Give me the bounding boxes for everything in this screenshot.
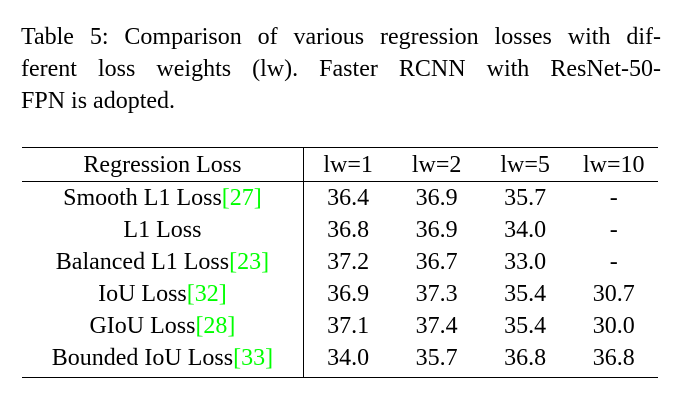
value-cell: 36.9 (415, 217, 458, 243)
value-cell: 37.2 (327, 249, 370, 275)
header-regression-loss: Regression Loss (22, 147, 304, 182)
loss-name-cell: GIoU Loss[28] (22, 310, 304, 342)
table-header-row: Regression Loss lw=1 lw=2 lw=5 lw=10 (22, 147, 658, 182)
loss-name: GIoU Loss (89, 313, 196, 339)
value-cell: 37.4 (415, 313, 458, 339)
value-cell: 36.8 (569, 342, 658, 378)
loss-name-cell: Bounded IoU Loss[33] (22, 342, 304, 378)
citation-link[interactable]: [33] (233, 345, 274, 371)
value-cell: 36.7 (415, 249, 458, 275)
loss-name-cell: Smooth L1 Loss[27] (22, 181, 304, 214)
header-lw2: lw=2 (392, 147, 481, 182)
table-row: Bounded IoU Loss[33] 34.0 35.7 36.8 36.8 (22, 342, 658, 378)
results-table: Regression Loss lw=1 lw=2 lw=5 lw=10 Smo… (22, 147, 658, 378)
caption-line-2: ferent loss weights (lw). Faster RCNN wi… (21, 56, 661, 82)
loss-name: Balanced L1 Loss (55, 249, 230, 275)
value-cell: 35.4 (504, 281, 547, 307)
loss-name-cell: L1 Loss (22, 214, 304, 246)
header-lw1: lw=1 (303, 147, 393, 182)
value-cell: 36.9 (415, 185, 458, 211)
value-cell: 34.0 (303, 342, 393, 378)
value-cell: - (609, 249, 618, 275)
value-cell: - (609, 185, 618, 211)
table-row: IoU Loss[32] 36.9 37.3 35.4 30.7 (22, 278, 658, 310)
citation-link[interactable]: [27] (221, 185, 262, 211)
loss-name-cell: IoU Loss[32] (22, 278, 304, 310)
header-lw10: lw=10 (569, 147, 658, 182)
table-row: L1 Loss 36.8 36.9 34.0 - (22, 214, 658, 246)
citation-link[interactable]: [28] (195, 313, 236, 339)
value-cell: 36.8 (327, 217, 370, 243)
value-cell: 37.1 (327, 313, 370, 339)
value-cell: 35.7 (392, 342, 481, 378)
table-row: GIoU Loss[28] 37.1 37.4 35.4 30.0 (22, 310, 658, 342)
value-cell: - (609, 217, 618, 243)
citation-link[interactable]: [23] (229, 249, 270, 275)
caption-line-1: Table 5: Comparison of various regressio… (21, 24, 661, 50)
table-caption: Table 5: Comparison of various regressio… (21, 21, 661, 117)
value-cell: 30.7 (592, 281, 635, 307)
caption-line-3: FPN is adopted. (21, 88, 176, 114)
loss-name: L1 Loss (123, 217, 202, 243)
value-cell: 35.7 (504, 185, 547, 211)
loss-name: Bounded IoU Loss (51, 345, 234, 371)
value-cell: 36.8 (480, 342, 570, 378)
header-lw5: lw=5 (480, 147, 570, 182)
value-cell: 36.4 (327, 185, 370, 211)
value-cell: 35.4 (504, 313, 547, 339)
value-cell: 33.0 (504, 249, 547, 275)
value-cell: 30.0 (592, 313, 635, 339)
loss-name: Smooth L1 Loss (63, 185, 222, 211)
loss-name: IoU Loss (98, 281, 187, 307)
loss-name-cell: Balanced L1 Loss[23] (22, 246, 304, 278)
value-cell: 36.9 (327, 281, 370, 307)
table-row: Smooth L1 Loss[27] 36.4 36.9 35.7 - (22, 181, 658, 214)
value-cell: 37.3 (415, 281, 458, 307)
citation-link[interactable]: [32] (186, 281, 227, 307)
table-row: Balanced L1 Loss[23] 37.2 36.7 33.0 - (22, 246, 658, 278)
value-cell: 34.0 (504, 217, 547, 243)
